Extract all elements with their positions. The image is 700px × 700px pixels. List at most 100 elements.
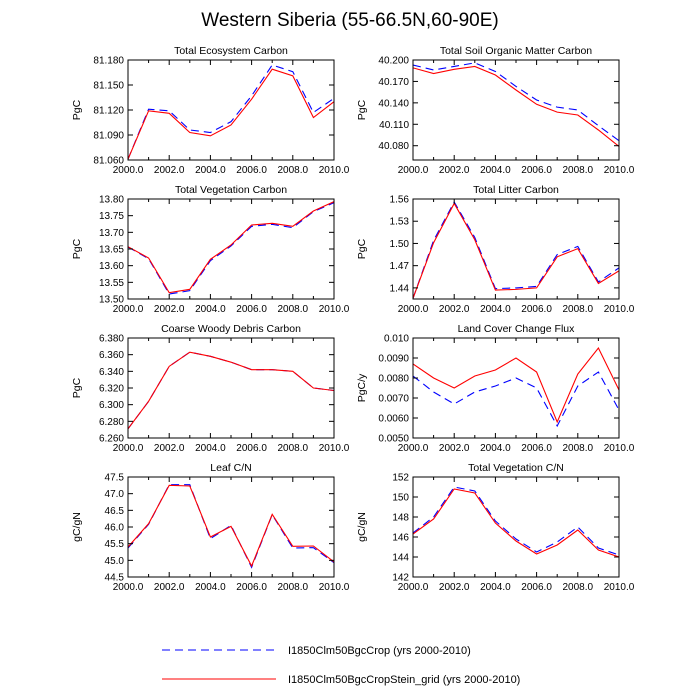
x-tick-label: 2002.0 — [439, 165, 470, 176]
y-tick-label: 81.180 — [93, 56, 124, 67]
y-tick-label: 13.50 — [99, 295, 124, 306]
y-tick-label: 81.120 — [93, 106, 124, 117]
y-axis-label: PgC — [71, 377, 83, 398]
y-tick-label: 6.360 — [99, 350, 124, 361]
y-tick-label: 13.60 — [99, 261, 124, 272]
y-axis-label: PgC — [356, 238, 368, 259]
y-tick-label: 1.50 — [390, 239, 410, 250]
figure-title: Western Siberia (55-66.5N,60-90E) — [201, 10, 498, 31]
x-tick-label: 2010.0 — [319, 304, 350, 315]
chart-panel: Land Cover Change Flux PgC/y 2000.0 2002.0 2… — [356, 323, 635, 454]
y-tick-label: 0.0090 — [378, 354, 409, 365]
y-tick-label: 146 — [392, 533, 409, 544]
y-tick-label: 47.0 — [105, 489, 125, 500]
series-line-1 — [413, 62, 619, 142]
x-tick-label: 2004.0 — [195, 582, 226, 593]
series-line-2 — [128, 68, 334, 160]
y-tick-label: 40.110 — [379, 120, 409, 131]
y-tick-label: 81.150 — [93, 81, 124, 92]
plot-frame — [412, 476, 620, 578]
y-tick-label: 40.170 — [378, 77, 409, 88]
x-tick-label: 2002.0 — [439, 582, 470, 593]
legend-label-series-2: I1850Clm50BgcCropStein_grid (yrs 2000-20… — [288, 674, 520, 686]
y-tick-label: 13.80 — [99, 195, 124, 206]
series-group — [128, 64, 334, 160]
x-tick-label: 2004.0 — [480, 582, 511, 593]
x-tick-label: 2006.0 — [236, 165, 267, 176]
y-tick-label: 0.0050 — [378, 434, 409, 445]
y-tick-label: 0.010 — [384, 334, 409, 345]
y-tick-label: 1.47 — [390, 261, 410, 272]
x-tick-label: 2004.0 — [480, 165, 511, 176]
y-tick-label: 45.0 — [105, 556, 125, 567]
y-tick-label: 13.55 — [99, 278, 124, 289]
panel-title: Total Ecosystem Carbon — [174, 45, 288, 57]
series-line-2 — [413, 488, 619, 558]
x-tick-label: 2010.0 — [604, 165, 635, 176]
panel-title: Total Vegetation Carbon — [175, 184, 287, 196]
x-tick-label: 2008.0 — [563, 582, 594, 593]
y-tick-label: 6.380 — [99, 334, 124, 345]
x-tick-label: 2006.0 — [521, 304, 552, 315]
plot-frame — [412, 337, 620, 439]
x-tick-label: 2000.0 — [113, 165, 144, 176]
x-tick-label: 2008.0 — [563, 304, 594, 315]
x-tick-label: 2000.0 — [113, 304, 144, 315]
y-tick-label: 40.200 — [378, 56, 409, 67]
y-axis-label: gC/gN — [71, 512, 83, 542]
y-tick-label: 150 — [392, 493, 409, 504]
y-tick-label: 44.5 — [105, 573, 125, 584]
panel-title: Total Vegetation C/N — [468, 462, 564, 474]
y-tick-label: 40.140 — [378, 98, 409, 109]
y-tick-label: 13.65 — [99, 245, 124, 256]
series-line-1 — [413, 371, 619, 428]
y-axis-label: gC/gN — [356, 512, 368, 542]
x-tick-label: 2004.0 — [195, 443, 226, 454]
series-line-1 — [413, 200, 619, 299]
panel-title: Coarse Woody Debris Carbon — [161, 323, 301, 335]
x-tick-label: 2008.0 — [278, 443, 309, 454]
x-tick-label: 2010.0 — [319, 165, 350, 176]
y-tick-label: 46.5 — [105, 506, 125, 517]
plot-frame — [412, 59, 620, 161]
x-tick-label: 2008.0 — [278, 165, 309, 176]
x-tick-label: 2002.0 — [154, 165, 185, 176]
series-line-2 — [128, 484, 334, 568]
series-group — [413, 346, 619, 428]
panel-title: Land Cover Change Flux — [458, 323, 575, 335]
y-tick-label: 152 — [392, 473, 409, 484]
y-tick-label: 40.080 — [378, 141, 409, 152]
x-tick-label: 2006.0 — [521, 165, 552, 176]
y-tick-label: 13.70 — [99, 228, 124, 239]
x-tick-label: 2010.0 — [319, 443, 350, 454]
x-tick-label: 2008.0 — [563, 443, 594, 454]
x-tick-label: 2002.0 — [439, 443, 470, 454]
y-axis-label: PgC/y — [356, 373, 368, 402]
x-tick-label: 2006.0 — [236, 443, 267, 454]
y-axis-label: PgC — [71, 238, 83, 259]
series-group — [128, 201, 334, 295]
x-tick-label: 2000.0 — [398, 443, 429, 454]
plot-frame — [412, 198, 620, 300]
y-tick-label: 46.0 — [105, 523, 125, 534]
x-tick-label: 2004.0 — [480, 443, 511, 454]
series-group — [413, 62, 619, 147]
series-group — [128, 351, 334, 430]
y-tick-label: 6.280 — [99, 417, 124, 428]
chart-panels: Total Ecosystem Carbon PgC 2000.0 2002.0 200… — [71, 45, 635, 593]
y-tick-label: 6.260 — [99, 434, 124, 445]
series-line-1 — [128, 351, 334, 430]
y-tick-label: 1.56 — [390, 195, 410, 206]
x-tick-label: 2010.0 — [604, 304, 635, 315]
y-tick-label: 47.5 — [105, 473, 125, 484]
chart-panel: Total Litter Carbon PgC 2000.0 2002.0 2004.0… — [356, 184, 635, 315]
y-tick-label: 0.0060 — [378, 414, 409, 425]
series-line-2 — [128, 351, 334, 430]
series-group — [413, 486, 619, 558]
x-tick-label: 2010.0 — [604, 443, 635, 454]
chart-panel: Coarse Woody Debris Carbon PgC 2000.0 2002.… — [71, 323, 350, 454]
series-line-1 — [128, 64, 334, 160]
series-group — [413, 200, 619, 299]
x-tick-label: 2010.0 — [604, 582, 635, 593]
